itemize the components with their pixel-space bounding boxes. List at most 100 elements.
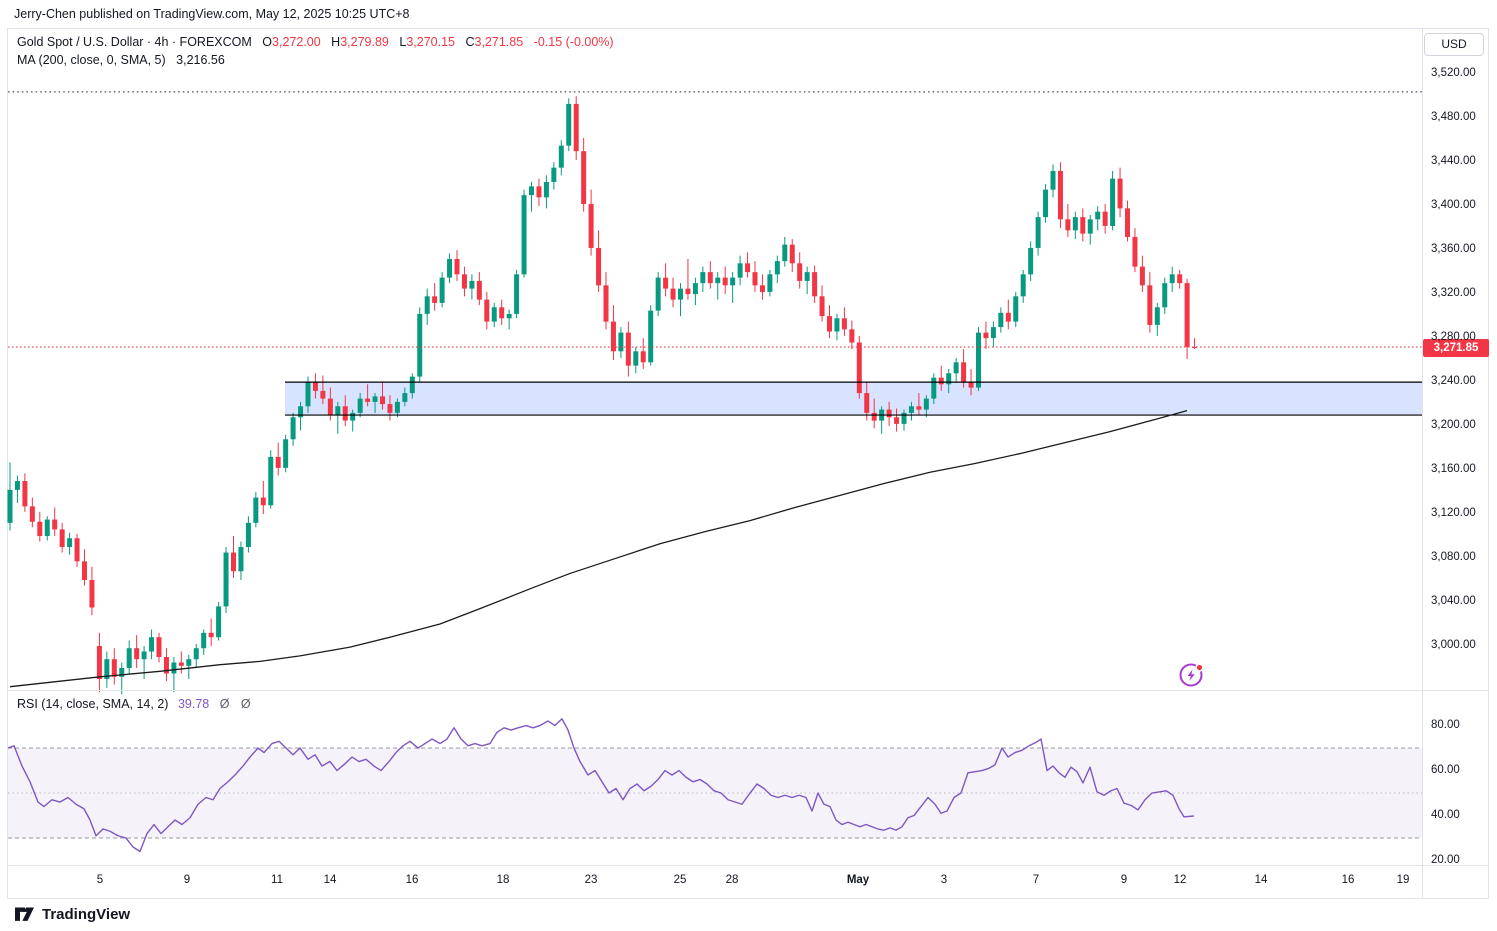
candle-body [104, 659, 110, 680]
candle-body [968, 382, 974, 388]
candle-body [74, 538, 80, 562]
ma-title: MA (200, close, 0, SMA, 5) [17, 53, 166, 67]
candle-body [186, 659, 192, 666]
candle-body [119, 668, 125, 677]
candle-body [268, 456, 274, 506]
candle-body [901, 412, 907, 424]
candle-body [700, 272, 706, 284]
pane-separator[interactable] [8, 690, 1489, 691]
candle-body [275, 456, 281, 468]
candle-body [44, 519, 50, 537]
candle-body [916, 406, 922, 410]
candle-body [461, 274, 467, 289]
candle-body [804, 272, 810, 281]
candle-body [529, 186, 534, 196]
candle-body [1057, 170, 1063, 220]
candle-body [1065, 219, 1071, 231]
candle-body [82, 561, 87, 581]
candle-body [819, 296, 825, 317]
price-tick-label: 3,520.00 [1431, 67, 1476, 80]
candle-body [521, 195, 527, 275]
candle-body [603, 285, 609, 322]
candle-body [365, 398, 371, 402]
candle-body [1020, 274, 1026, 297]
ma-200-line[interactable] [9, 410, 1188, 688]
attribution-text: Jerry-Chen published on TradingView.com,… [14, 7, 410, 21]
candle-body [558, 145, 564, 168]
currency-button[interactable]: USD [1424, 33, 1484, 56]
time-tick-label: 3 [940, 874, 948, 886]
rsi-title: RSI (14, close, SMA, 14, 2) [17, 697, 169, 711]
rsi-line[interactable] [7, 718, 1195, 853]
price-tick-label: 3,480.00 [1431, 111, 1476, 124]
candle-body [201, 632, 207, 649]
ohlc-close-label: C [465, 35, 475, 49]
price-axis-separator [1422, 28, 1423, 899]
candle-body [618, 332, 624, 352]
support-zone-box[interactable] [285, 382, 1422, 416]
candle-body [22, 481, 28, 507]
candle-body [633, 351, 639, 366]
candle-body [484, 299, 490, 322]
candle-body [931, 377, 937, 399]
price-tick-label: 3,440.00 [1431, 155, 1476, 168]
candle-body [908, 406, 914, 413]
time-tick-label: 7 [1032, 874, 1040, 886]
candle-body [350, 412, 356, 421]
candle-body [983, 332, 989, 339]
candle-body [849, 329, 855, 343]
candle-body [946, 373, 952, 385]
current-price-badge: 3,271.85 [1423, 339, 1489, 357]
time-tick-label: 9 [1120, 874, 1128, 886]
candle-body [715, 277, 721, 284]
candle-body [424, 296, 430, 314]
candle-body [536, 186, 542, 198]
candle-body [1050, 170, 1056, 190]
ohlc-open-label: O [262, 35, 273, 49]
candle-body [886, 409, 892, 418]
candle-body [439, 277, 445, 303]
candle-body [737, 263, 743, 278]
candle-body [37, 521, 43, 537]
candle-body [1139, 266, 1145, 286]
candle-body [871, 412, 877, 421]
candle-body [670, 288, 676, 300]
candle-body [506, 313, 512, 319]
rsi-tick-label: 80.00 [1431, 718, 1460, 731]
price-tick-label: 3,040.00 [1431, 595, 1476, 608]
candle-body [171, 662, 177, 674]
candle-body [454, 258, 460, 275]
ma-value: 3,216.56 [176, 53, 225, 67]
candle-body [245, 522, 251, 548]
candle-body [864, 393, 870, 413]
candle-body [491, 307, 497, 322]
candle-body [841, 318, 847, 330]
candle-body [730, 277, 736, 286]
candle-body [1102, 211, 1108, 226]
candle-body [156, 637, 162, 658]
candle-body [625, 332, 631, 366]
candle-body [380, 396, 385, 405]
time-tick-label: 11 [271, 874, 283, 886]
ma-legend: MA (200, close, 0, SMA, 5) 3,216.56 [17, 53, 225, 67]
rsi-legend: RSI (14, close, SMA, 14, 2) 39.78 Ø Ø [17, 697, 255, 711]
time-tick-label: 14 [323, 874, 337, 886]
tradingview-logo[interactable]: TradingView [14, 905, 130, 924]
ohlc-change: -0.15 (-0.00%) [533, 35, 614, 49]
candle-body [1043, 189, 1049, 218]
candle-body [29, 506, 35, 522]
candle-body [238, 547, 244, 572]
candle-body [566, 103, 572, 146]
price-tick-label: 3,000.00 [1431, 639, 1476, 651]
tradingview-wordmark: TradingView [42, 906, 131, 923]
time-tick-label: May [846, 874, 870, 886]
candle-body [141, 651, 147, 660]
candle-body [1169, 274, 1175, 284]
candle-body [469, 280, 475, 289]
candle-body [67, 538, 73, 548]
price-tick-label: 3,400.00 [1431, 199, 1476, 212]
candle-body [707, 272, 713, 284]
candle-body [938, 377, 944, 385]
flash-button[interactable] [1176, 660, 1208, 692]
